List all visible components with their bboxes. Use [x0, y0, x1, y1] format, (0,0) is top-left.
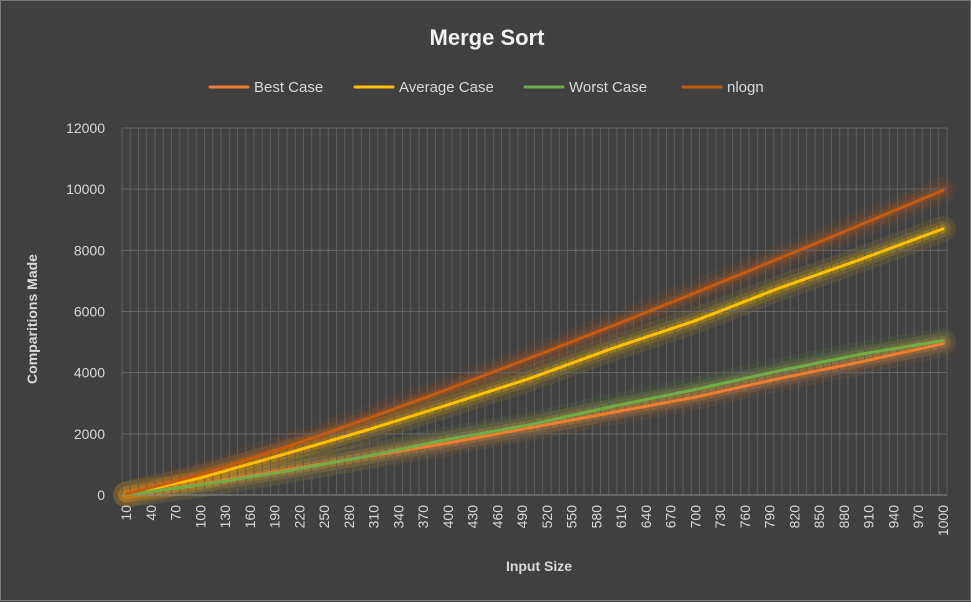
y-tick-label: 0: [97, 487, 105, 503]
x-tick-label: 610: [613, 505, 629, 529]
x-tick-label: 190: [267, 505, 283, 529]
series-line-nlogn: [124, 188, 945, 496]
x-tick-label: 880: [836, 505, 852, 529]
x-tick-label: 1000: [935, 505, 951, 536]
x-axis-ticks: 10 40 70 100 130 160 190 220 250 280 310 340 370 400 4…: [118, 505, 951, 536]
x-tick-label: 640: [638, 505, 654, 529]
x-tick-label: 580: [588, 505, 604, 529]
x-tick-label: 100: [192, 505, 208, 529]
x-tick-label: 130: [217, 505, 233, 529]
x-tick-label: 430: [465, 505, 481, 529]
x-tick-label: 670: [663, 505, 679, 529]
y-tick-label: 4000: [74, 365, 105, 381]
x-tick-label: 70: [168, 505, 184, 521]
x-tick-label: 400: [440, 505, 456, 529]
legend-label: nlogn: [727, 79, 764, 96]
x-tick-label: 940: [885, 505, 901, 529]
x-tick-label: 700: [687, 505, 703, 529]
x-tick-label: 970: [910, 505, 926, 529]
chart-title: Merge Sort: [430, 25, 546, 50]
x-tick-label: 760: [737, 505, 753, 529]
y-tick-label: 6000: [74, 304, 105, 320]
x-tick-label: 40: [143, 505, 159, 521]
y-tick-label: 10000: [66, 181, 105, 197]
series-lines: [124, 188, 945, 497]
y-tick-label: 8000: [74, 242, 105, 258]
x-tick-label: 10: [118, 505, 134, 521]
x-tick-label: 250: [316, 505, 332, 529]
y-tick-label: 2000: [74, 426, 105, 442]
y-axis-title: Comparitions Made: [24, 254, 40, 384]
x-tick-label: 220: [291, 505, 307, 529]
x-tick-label: 340: [390, 505, 406, 529]
x-tick-label: 280: [341, 505, 357, 529]
legend-label: Average Case: [399, 79, 494, 96]
x-tick-label: 550: [564, 505, 580, 529]
x-tick-label: 730: [712, 505, 728, 529]
x-axis-title: Input Size: [506, 558, 572, 574]
gridlines: [121, 127, 948, 496]
x-tick-label: 850: [811, 505, 827, 529]
x-tick-label: 790: [762, 505, 778, 529]
x-tick-label: 160: [242, 505, 258, 529]
legend-label: Worst Case: [569, 79, 647, 96]
x-tick-label: 460: [489, 505, 505, 529]
x-tick-label: 310: [366, 505, 382, 529]
y-tick-label: 12000: [66, 120, 105, 136]
x-tick-label: 520: [539, 505, 555, 529]
legend: Best Case Average Case Worst Case nlogn: [208, 79, 764, 96]
series-line-average-case: [124, 227, 945, 496]
x-tick-label: 910: [861, 505, 877, 529]
x-tick-label: 490: [514, 505, 530, 529]
x-tick-label: 370: [415, 505, 431, 529]
x-tick-label: 820: [786, 505, 802, 529]
series-line-worst-case: [124, 339, 945, 497]
legend-label: Best Case: [254, 79, 323, 96]
y-axis-ticks: 0 2000 4000 6000 8000 10000 12000: [66, 120, 105, 503]
